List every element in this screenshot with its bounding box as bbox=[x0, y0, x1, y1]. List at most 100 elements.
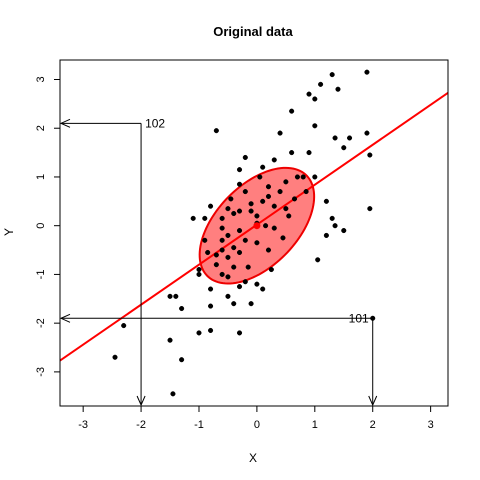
data-point bbox=[112, 354, 118, 360]
annotation-101-label: 101 bbox=[349, 311, 369, 325]
chart-title: Original data bbox=[213, 24, 293, 39]
annotation-layer: 101 102 bbox=[59, 116, 378, 407]
annotation-101-h-arrow bbox=[59, 313, 71, 323]
data-point bbox=[271, 203, 277, 209]
y-axis-label: Y bbox=[2, 228, 16, 236]
x-tick-label: -3 bbox=[78, 419, 88, 431]
y-tick-label: 2 bbox=[35, 125, 47, 131]
data-point bbox=[283, 179, 289, 185]
data-point bbox=[280, 235, 286, 241]
data-point bbox=[289, 108, 295, 114]
data-point bbox=[265, 184, 272, 190]
data-point bbox=[225, 293, 231, 299]
data-point bbox=[225, 274, 231, 280]
data-point bbox=[236, 228, 243, 234]
data-point bbox=[323, 232, 329, 238]
data-point bbox=[231, 264, 237, 270]
data-point bbox=[370, 315, 376, 321]
data-point bbox=[254, 281, 260, 287]
data-point bbox=[260, 164, 266, 170]
data-point bbox=[265, 193, 272, 200]
data-point bbox=[219, 271, 225, 277]
data-point bbox=[329, 215, 335, 221]
data-point bbox=[260, 286, 266, 292]
annotation-102-label: 102 bbox=[145, 116, 165, 130]
data-point bbox=[291, 196, 298, 202]
x-tick-label: 0 bbox=[254, 419, 260, 431]
data-point bbox=[245, 264, 251, 270]
data-point bbox=[213, 252, 219, 258]
data-point bbox=[236, 249, 243, 256]
data-point bbox=[332, 223, 338, 229]
data-point bbox=[196, 271, 202, 277]
data-point bbox=[364, 130, 370, 136]
data-point bbox=[367, 152, 373, 158]
data-point bbox=[303, 189, 309, 195]
data-point bbox=[332, 135, 338, 141]
data-point bbox=[312, 96, 318, 102]
data-point bbox=[219, 215, 225, 221]
data-point bbox=[219, 247, 225, 253]
y-tick-label: 3 bbox=[35, 76, 47, 82]
data-point bbox=[236, 181, 243, 187]
y-tick-label: 0 bbox=[35, 223, 47, 229]
data-point bbox=[306, 150, 312, 156]
data-point bbox=[202, 215, 208, 221]
x-tick-label: -1 bbox=[194, 419, 204, 431]
axes-layer: -3 -2 -1 0 1 2 3 -3 -2 -1 0 1 2 3 bbox=[35, 59, 449, 431]
data-point bbox=[231, 210, 237, 217]
data-point bbox=[225, 206, 231, 212]
data-point bbox=[170, 391, 176, 397]
data-point bbox=[208, 327, 214, 334]
data-point bbox=[236, 208, 243, 214]
data-point bbox=[242, 154, 248, 161]
data-point bbox=[289, 150, 295, 156]
data-point bbox=[364, 69, 370, 75]
data-point bbox=[254, 240, 260, 246]
data-point bbox=[231, 301, 237, 307]
data-point bbox=[286, 213, 292, 219]
data-point bbox=[300, 174, 306, 180]
data-point bbox=[323, 198, 329, 204]
x-tick-label: 3 bbox=[428, 419, 434, 431]
data-point bbox=[260, 198, 266, 204]
data-point bbox=[341, 145, 347, 151]
data-point bbox=[202, 237, 208, 243]
data-point bbox=[225, 232, 231, 238]
data-point bbox=[213, 262, 219, 268]
data-point bbox=[257, 174, 263, 180]
data-point bbox=[367, 206, 373, 212]
data-point bbox=[205, 249, 211, 256]
y-tick-label: 1 bbox=[35, 174, 47, 180]
data-point bbox=[236, 330, 243, 336]
data-point bbox=[263, 223, 269, 229]
data-point bbox=[335, 86, 341, 92]
annotation-102-h-arrow bbox=[59, 118, 71, 128]
data-point bbox=[236, 167, 243, 173]
data-point bbox=[294, 174, 300, 180]
center-point bbox=[253, 222, 261, 230]
data-point bbox=[248, 301, 254, 307]
data-point bbox=[242, 237, 248, 243]
data-point bbox=[167, 337, 173, 343]
data-point bbox=[248, 201, 254, 207]
data-point bbox=[318, 81, 324, 87]
data-point bbox=[228, 196, 234, 202]
data-point bbox=[248, 208, 254, 214]
data-point bbox=[196, 330, 202, 336]
x-tick-label: 1 bbox=[312, 419, 318, 431]
plot-frame bbox=[59, 59, 449, 407]
y-tick-label: -2 bbox=[35, 318, 47, 328]
data-point bbox=[219, 237, 225, 243]
x-tick-label: -2 bbox=[136, 419, 146, 431]
data-point bbox=[236, 284, 243, 290]
y-tick-label: -1 bbox=[35, 270, 47, 280]
data-point bbox=[208, 303, 214, 309]
data-point bbox=[265, 247, 272, 253]
data-point bbox=[347, 135, 353, 141]
data-point bbox=[268, 266, 274, 273]
data-point bbox=[341, 228, 347, 234]
y-tick-label: -3 bbox=[35, 367, 47, 377]
data-point bbox=[225, 254, 231, 260]
